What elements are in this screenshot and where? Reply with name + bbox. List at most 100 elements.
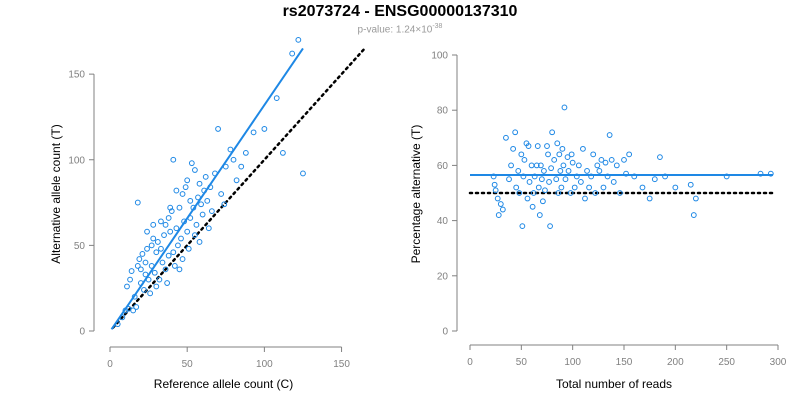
data-point: [182, 184, 189, 191]
y-tick-label: 100: [431, 51, 448, 62]
data-point: [558, 184, 565, 191]
data-point: [147, 290, 154, 297]
y-tick-label: 50: [74, 241, 86, 252]
data-point: [167, 228, 174, 235]
data-point: [204, 197, 211, 204]
data-point: [170, 249, 177, 256]
data-point: [567, 190, 574, 196]
data-point: [651, 176, 658, 183]
data-point: [495, 212, 502, 218]
data-point: [506, 176, 512, 183]
data-point: [196, 239, 203, 245]
data-point: [549, 129, 556, 136]
data-point: [490, 173, 497, 180]
data-point: [575, 162, 582, 169]
data-point: [128, 268, 135, 274]
x-tick-label: 50: [182, 359, 194, 370]
data-point: [289, 50, 296, 57]
data-point: [551, 156, 558, 163]
data-point: [529, 203, 536, 210]
y-tick-label: 100: [68, 155, 85, 166]
data-point: [198, 201, 204, 208]
data-point: [542, 187, 548, 194]
data-point: [767, 170, 774, 177]
data-point: [556, 151, 563, 158]
x-tick-label: 100: [564, 357, 581, 368]
data-point: [610, 179, 617, 185]
data-point: [536, 212, 543, 218]
data-point: [494, 195, 501, 202]
data-point: [533, 162, 540, 169]
data-point: [602, 159, 609, 166]
data-point: [662, 173, 668, 180]
data-point: [137, 266, 144, 273]
data-point: [142, 259, 149, 266]
data-point: [623, 170, 629, 177]
data-point: [600, 184, 607, 191]
data-point: [153, 283, 160, 290]
y-tick-label: 20: [437, 271, 449, 282]
data-point: [165, 215, 172, 221]
data-point: [144, 228, 150, 235]
data-point: [568, 151, 575, 158]
x-tick-label: 200: [667, 357, 684, 368]
data-point: [554, 140, 561, 147]
data-point: [524, 195, 531, 202]
data-point: [192, 232, 198, 239]
data-point: [218, 191, 225, 197]
data-point: [590, 151, 597, 158]
data-point: [559, 145, 566, 152]
data-point: [150, 221, 157, 228]
data-point: [165, 252, 172, 259]
data-point: [690, 212, 697, 218]
data-point: [547, 223, 553, 230]
data-point: [208, 208, 215, 215]
data-point: [151, 269, 158, 276]
data-point: [657, 154, 663, 161]
data-point: [606, 132, 613, 138]
data-point: [503, 134, 509, 141]
data-point: [548, 165, 555, 172]
data-point: [535, 184, 542, 191]
data-point: [133, 304, 140, 310]
data-point: [184, 177, 191, 184]
data-point: [134, 199, 141, 206]
x-tick-label: 50: [516, 357, 528, 368]
data-point: [646, 195, 653, 202]
data-point: [580, 145, 586, 152]
data-point: [692, 195, 699, 202]
data-point: [176, 204, 183, 211]
data-point: [187, 197, 194, 204]
data-point: [141, 287, 147, 293]
data-point: [158, 218, 164, 225]
data-point: [250, 129, 257, 136]
data-point: [280, 150, 286, 156]
data-point: [525, 143, 532, 149]
data-point: [162, 266, 169, 273]
y-axis-title: Percentage alternative (T): [409, 125, 423, 264]
chart-title: rs2073724 - ENSG00000137310: [282, 3, 518, 20]
data-point: [153, 249, 160, 256]
data-point: [124, 283, 130, 290]
data-point: [221, 201, 228, 208]
data-point: [515, 168, 522, 174]
data-point: [569, 159, 576, 166]
data-point: [555, 190, 562, 196]
data-point: [541, 168, 547, 174]
data-point: [596, 168, 603, 174]
data-point: [491, 181, 498, 188]
data-point: [193, 221, 200, 228]
data-point: [518, 151, 525, 158]
data-point: [134, 263, 141, 269]
x-axis-title: Total number of reads: [556, 377, 672, 391]
data-point: [150, 235, 157, 242]
data-point: [687, 181, 694, 188]
data-point: [626, 151, 633, 158]
data-point: [492, 187, 499, 194]
data-point: [215, 126, 221, 132]
data-point: [161, 232, 167, 239]
data-point: [154, 239, 161, 245]
data-point: [238, 163, 245, 170]
data-point: [233, 177, 240, 184]
data-point: [557, 168, 564, 174]
